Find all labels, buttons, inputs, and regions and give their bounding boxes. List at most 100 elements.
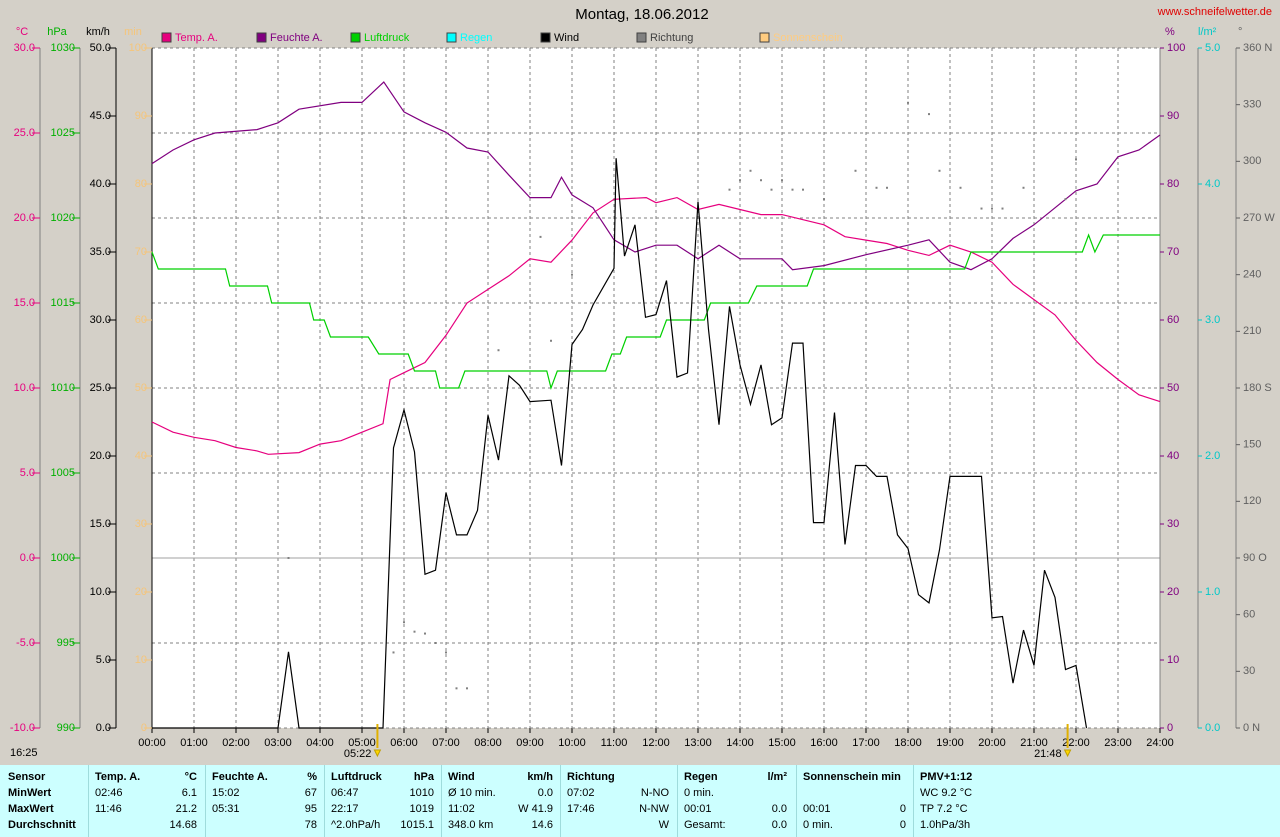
direction-dot: [749, 169, 752, 172]
y-tick-label: 60: [1243, 609, 1255, 621]
table-cell: Gesamt:: [684, 819, 726, 831]
x-tick-label: 17:00: [852, 737, 880, 749]
direction-dot: [854, 169, 857, 172]
y-tick-label: 30: [135, 518, 147, 530]
axis-unit: °C: [16, 26, 28, 38]
y-tick-label: 1015: [51, 297, 75, 309]
y-tick-label: 4.0: [1205, 178, 1220, 190]
table-cell: 0: [899, 819, 906, 831]
column-separator: [560, 765, 561, 837]
direction-dot: [539, 235, 542, 238]
y-tick-label: 330: [1243, 99, 1261, 111]
table-cell: Regen: [684, 771, 718, 783]
table-cell: 00:01: [803, 803, 831, 815]
source: www.schneifelwetter.de: [1157, 6, 1272, 18]
x-tick-label: 14:00: [726, 737, 754, 749]
y-tick-label: 300: [1243, 155, 1261, 167]
table-cell: 78: [304, 819, 317, 831]
table-cell: 21.2: [175, 803, 197, 815]
table-cell: 67: [304, 787, 317, 799]
y-tick-label: 990: [57, 722, 75, 734]
direction-dot: [875, 186, 878, 189]
table-cell: N-NO: [640, 787, 669, 799]
column-separator: [677, 765, 678, 837]
sun-marker: [373, 749, 382, 758]
y-tick-label: 1005: [51, 467, 75, 479]
y-tick-label: 0.0: [96, 722, 111, 734]
x-tick-label: 22:00: [1062, 737, 1090, 749]
legend-label: Wind: [554, 32, 579, 44]
y-tick-label: -10.0: [10, 722, 35, 734]
y-tick-label: 0.0: [1205, 722, 1220, 734]
axis-unit: hPa: [47, 26, 67, 38]
y-tick-label: 20: [1167, 586, 1179, 598]
y-tick-label: 0: [141, 722, 147, 734]
table-cell: 05:31: [212, 803, 240, 815]
axis-unit: °: [1238, 26, 1242, 38]
legend-label: Regen: [460, 32, 492, 44]
x-tick-label: 23:00: [1104, 737, 1132, 749]
sun-marker: [1063, 749, 1072, 758]
series-line: [151, 81, 1161, 271]
legend-swatch: [446, 32, 457, 43]
y-tick-label: 3.0: [1205, 314, 1220, 326]
legend-swatch: [540, 32, 551, 43]
y-tick-label: 2.0: [1205, 450, 1220, 462]
y-tick-label: 1025: [51, 127, 75, 139]
direction-dot: [739, 179, 741, 182]
direction-dot: [1075, 158, 1077, 161]
x-tick-label: 18:00: [894, 737, 922, 749]
table-cell: TP 7.2 °C: [920, 803, 968, 815]
direction-dot: [791, 188, 794, 191]
table-cell: 00:01: [684, 803, 712, 815]
y-tick-label: 30: [1243, 665, 1255, 677]
table-cell: 95: [304, 803, 317, 815]
direction-dot: [392, 651, 395, 654]
direction-dot: [1001, 207, 1004, 210]
x-tick-label: 01:00: [180, 737, 208, 749]
table-cell: Sensor: [8, 771, 46, 783]
legend-label: Sonnenschein: [773, 32, 843, 44]
table-cell: Richtung: [567, 771, 615, 783]
x-tick-label: 13:00: [684, 737, 712, 749]
y-tick-label: 25.0: [14, 127, 35, 139]
legend-swatch: [636, 32, 647, 43]
y-tick-label: 80: [135, 178, 147, 190]
y-tick-label: 5.0: [1205, 42, 1220, 54]
legend-label: Temp. A.: [175, 32, 218, 44]
direction-dot: [938, 169, 941, 172]
table-cell: 0 min.: [684, 787, 714, 799]
y-tick-label: 20.0: [14, 212, 35, 224]
y-tick-label: 150: [1243, 439, 1261, 451]
table-cell: PMV+1:12: [920, 771, 973, 783]
series-line: [152, 158, 1088, 729]
table-cell: 11:02: [448, 803, 475, 815]
table-cell: Luftdruck: [331, 771, 382, 783]
direction-dot: [1022, 186, 1025, 189]
y-tick-label: 50.0: [90, 42, 111, 54]
y-tick-label: 50: [135, 382, 147, 394]
table-cell: WC 9.2 °C: [920, 787, 973, 799]
table-cell: Wind: [448, 771, 475, 783]
column-separator: [88, 765, 89, 837]
direction-dot: [770, 188, 773, 191]
x-tick-label: 10:00: [558, 737, 586, 749]
y-tick-label: 60: [135, 314, 147, 326]
y-tick-label: 30.0: [14, 42, 35, 54]
y-tick-label: 20: [135, 586, 147, 598]
y-tick-label: 210: [1243, 325, 1261, 337]
axis-unit: km/h: [86, 26, 110, 38]
table-cell: 0 min.: [803, 819, 833, 831]
y-tick-label: 35.0: [90, 246, 111, 258]
table-cell: W: [658, 819, 669, 831]
y-tick-label: 10: [1167, 654, 1179, 666]
column-separator: [324, 765, 325, 837]
direction-dot: [445, 651, 447, 654]
table-cell: hPa: [413, 771, 434, 783]
table-cell: 1015.1: [400, 819, 434, 831]
legend-swatch: [256, 32, 267, 43]
series-line: [151, 233, 1160, 391]
direction-dot: [466, 687, 468, 690]
table-cell: km/h: [527, 771, 553, 783]
